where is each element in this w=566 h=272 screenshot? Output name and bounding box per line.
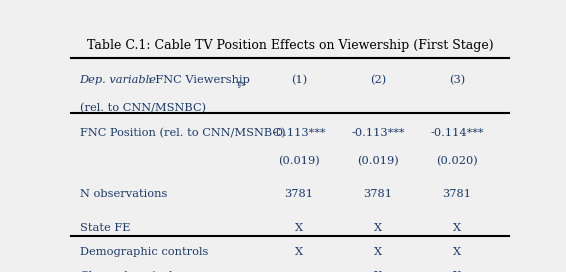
Text: Dep. variable: Dep. variable: [79, 75, 157, 85]
Text: X: X: [453, 223, 461, 233]
Text: -0.114***: -0.114***: [430, 128, 483, 138]
Text: Demographic controls: Demographic controls: [79, 247, 208, 257]
Text: State FE: State FE: [79, 223, 130, 233]
Text: X: X: [453, 271, 461, 272]
Text: (1): (1): [291, 75, 307, 85]
Text: -0.113***: -0.113***: [351, 128, 405, 138]
Text: (0.020): (0.020): [436, 156, 478, 166]
Text: X: X: [374, 247, 382, 257]
Text: Channel controls: Channel controls: [79, 271, 178, 272]
Text: : FNC Viewership: : FNC Viewership: [148, 75, 250, 85]
Text: 3781: 3781: [442, 189, 471, 199]
Text: X: X: [374, 271, 382, 272]
Text: X: X: [453, 247, 461, 257]
Text: N observations: N observations: [79, 189, 167, 199]
Text: 3781: 3781: [284, 189, 314, 199]
Text: (0.019): (0.019): [278, 156, 320, 166]
Text: X: X: [295, 223, 303, 233]
Text: ijs: ijs: [237, 80, 246, 88]
Text: 3781: 3781: [363, 189, 392, 199]
Text: (3): (3): [449, 75, 465, 85]
Text: X: X: [295, 247, 303, 257]
Text: (0.019): (0.019): [357, 156, 398, 166]
Text: Table C.1: Cable TV Position Effects on Viewership (First Stage): Table C.1: Cable TV Position Effects on …: [87, 39, 494, 52]
Text: (2): (2): [370, 75, 386, 85]
Text: X: X: [374, 223, 382, 233]
Text: FNC Position (rel. to CNN/MSNBC): FNC Position (rel. to CNN/MSNBC): [79, 128, 285, 138]
Text: (rel. to CNN/MSNBC): (rel. to CNN/MSNBC): [79, 103, 205, 113]
Text: -0.113***: -0.113***: [272, 128, 325, 138]
